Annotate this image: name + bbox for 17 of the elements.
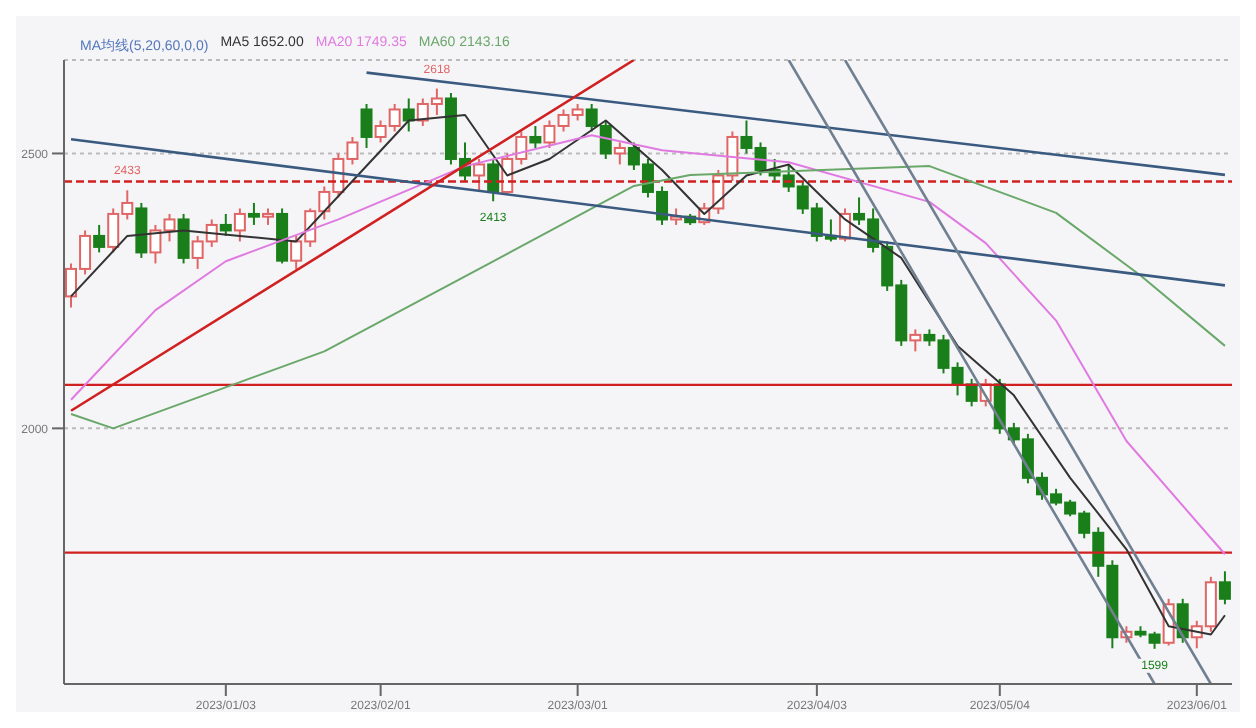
candlestick [276,207,289,265]
candlestick [613,141,626,166]
candlestick [247,201,260,226]
candlestick [135,201,148,259]
candlestick [93,223,106,254]
candlestick [360,102,373,149]
candlestick [487,157,500,203]
candlestick [909,328,922,353]
candlestick [529,124,542,149]
candlestick [177,212,190,265]
candlestick [233,207,246,243]
candlestick [473,157,486,193]
candlestick [1218,570,1231,606]
line-series [70,134,1226,556]
candlestick [402,97,415,133]
candlestick [219,212,232,237]
line-series [70,165,1226,430]
